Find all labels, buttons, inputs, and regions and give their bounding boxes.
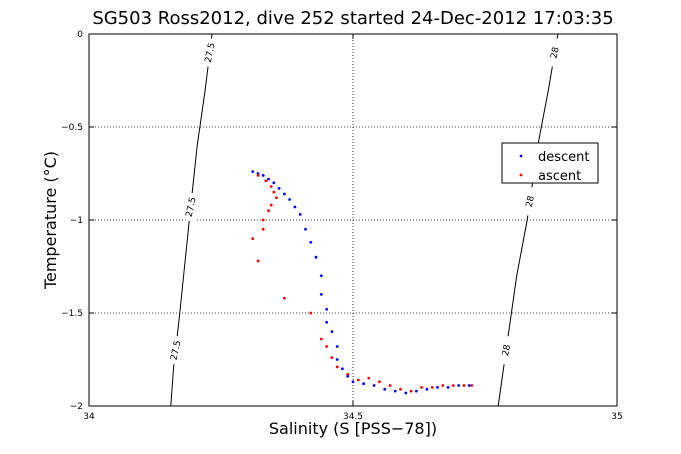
data-point-ascent — [441, 384, 445, 387]
data-point-descent — [446, 386, 450, 389]
data-point-ascent — [346, 373, 350, 376]
data-point-ascent — [264, 179, 268, 183]
data-point-ascent — [367, 376, 371, 380]
contour-label: 28 — [525, 195, 537, 209]
y-tick-label: 0 — [77, 30, 83, 40]
data-point-descent — [341, 367, 344, 371]
data-point-ascent — [275, 196, 278, 200]
data-point-descent — [467, 384, 471, 387]
data-point-ascent — [420, 386, 423, 389]
data-point-descent — [372, 384, 376, 387]
x-tick-label: 34 — [83, 412, 95, 422]
density-contour-labels: 27.5 27.5 27.5 28 28 28 — [170, 38, 562, 365]
data-point-descent — [415, 389, 418, 393]
y-tick-label: −1 — [70, 216, 83, 226]
data-point-descent — [330, 330, 334, 333]
contour-label-bg — [501, 336, 512, 365]
legend-box — [501, 142, 599, 184]
data-point-ascent — [269, 203, 273, 207]
data-point-ascent — [462, 384, 466, 387]
data-point-descent — [309, 240, 313, 244]
data-point-ascent — [451, 384, 455, 387]
legend: descent ascent — [501, 142, 599, 184]
data-point-descent — [436, 386, 439, 389]
data-point-descent — [304, 227, 307, 231]
data-point-ascent — [356, 378, 360, 382]
x-tick-label: 34.5 — [343, 412, 363, 422]
contour-label-bg — [185, 192, 196, 221]
y-axis-label: Temperature (°C) — [41, 151, 60, 290]
data-point-descent — [325, 320, 328, 324]
x-tick-label: 35 — [611, 412, 622, 422]
data-point-descent — [283, 192, 286, 196]
data-point-ascent — [309, 311, 313, 315]
data-point-descent — [272, 181, 276, 185]
data-point-descent — [335, 358, 339, 361]
data-point-descent — [457, 384, 460, 387]
data-point-ascent — [283, 296, 286, 300]
data-point-descent — [277, 187, 281, 190]
data-point-descent — [288, 198, 291, 201]
data-point-descent — [251, 170, 255, 174]
data-point-descent — [335, 345, 339, 348]
data-point-ascent — [256, 259, 260, 263]
data-point-descent — [298, 213, 302, 216]
legend-label-ascent: ascent — [538, 169, 581, 184]
data-point-descent — [319, 274, 323, 278]
chart-title: SG503 Ross2012, dive 252 started 24-Dec-… — [92, 8, 613, 29]
contour-label: 27.5 — [204, 42, 218, 64]
data-point-descent — [393, 389, 397, 393]
x-axis-label: Salinity (S [PSS−78]) — [269, 419, 437, 438]
data-point-descent — [267, 177, 270, 181]
data-point-descent — [425, 387, 429, 391]
contour-label: 27.5 — [185, 196, 199, 218]
data-point-ascent — [261, 218, 265, 222]
data-point-ascent — [256, 174, 260, 177]
contour-label: 28 — [550, 46, 562, 60]
contour-label-bg — [204, 38, 215, 67]
contour-label-bg — [524, 187, 535, 216]
contour-label: 27.5 — [170, 340, 184, 362]
data-point-descent — [404, 391, 408, 395]
data-point-ascent — [335, 365, 339, 369]
data-point-descent — [325, 307, 328, 311]
data-point-descent — [319, 293, 323, 296]
data-point-descent — [362, 382, 365, 386]
data-point-ascent — [251, 237, 255, 241]
data-point-descent — [383, 387, 387, 391]
data-point-ascent — [267, 209, 270, 213]
data-point-ascent — [470, 384, 474, 387]
contour-label: 28 — [501, 343, 513, 357]
legend-label-descent: descent — [538, 150, 590, 165]
legend-marker-ascent — [519, 173, 523, 177]
data-point-ascent — [330, 356, 334, 359]
axis-ticks: 34 34.5 35 0 −0.5 −1 −1.5 −2 — [61, 30, 623, 422]
data-point-ascent — [378, 380, 381, 384]
y-tick-label: −1.5 — [61, 309, 83, 319]
data-point-ascent — [409, 389, 413, 393]
data-point-ascent — [319, 337, 323, 341]
contour-label-bg — [549, 38, 560, 67]
data-point-ascent — [325, 345, 328, 348]
grid-lines — [89, 34, 617, 406]
data-point-descent — [314, 255, 318, 259]
contour-label-bg — [170, 336, 181, 365]
data-point-ascent — [269, 185, 273, 188]
data-point-ascent — [399, 387, 402, 391]
data-point-descent — [293, 205, 297, 209]
data-points — [251, 170, 474, 395]
data-point-descent — [351, 380, 355, 384]
y-tick-label: −0.5 — [61, 123, 83, 133]
data-point-descent — [261, 174, 265, 177]
data-point-ascent — [272, 190, 276, 194]
legend-marker-descent — [519, 154, 523, 158]
data-point-ascent — [261, 227, 265, 231]
data-point-ascent — [388, 384, 392, 387]
y-tick-label: −2 — [70, 402, 83, 412]
data-point-ascent — [430, 386, 434, 389]
